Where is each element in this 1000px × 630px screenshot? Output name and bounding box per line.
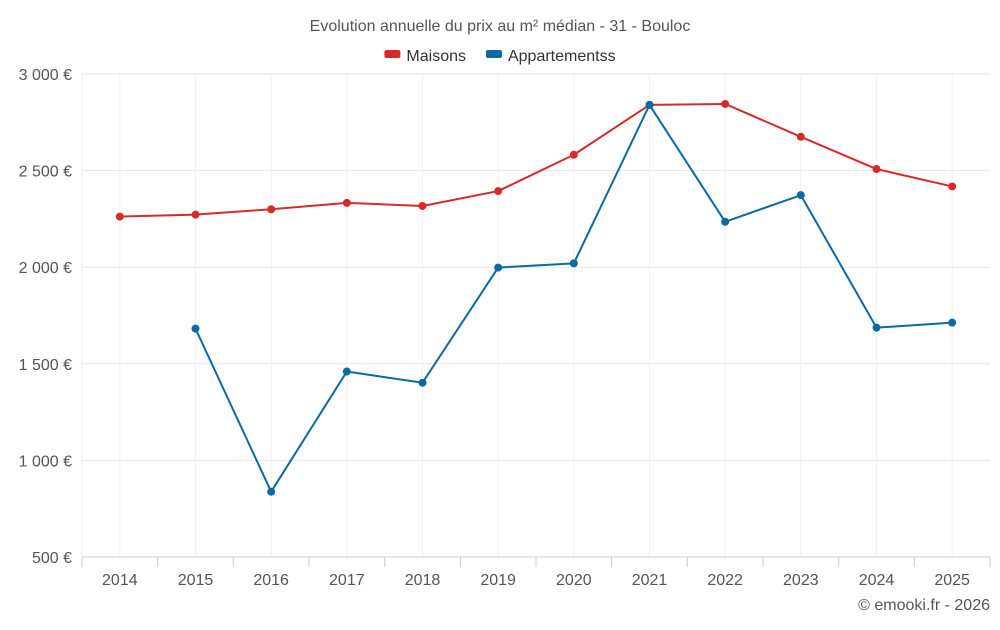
data-point-maisons[interactable] [569,150,578,159]
y-tick-label: 500 € [32,550,72,567]
axis-layer: 500 € 1 000 € 1 500 € 2 000 € 2 500 € 3 000 €… [19,67,991,589]
data-point-appartementss[interactable] [948,318,957,327]
data-point-appartementss[interactable] [418,378,427,387]
x-tick-label: 2016 [253,572,289,589]
data-point-maisons[interactable] [948,182,957,191]
x-tick-label: 2017 [329,572,365,589]
series-layer [115,99,957,496]
legend-swatch [384,50,401,58]
data-point-maisons[interactable] [267,205,276,214]
data-point-maisons[interactable] [796,132,805,141]
data-point-appartementss[interactable] [342,367,351,376]
y-tick-label: 2 000 € [19,260,72,277]
legend-swatch [485,50,502,58]
x-tick-label: 2019 [480,572,516,589]
data-point-maisons[interactable] [721,99,730,108]
legend-label: Appartementss [508,48,616,65]
y-tick-label: 2 500 € [19,164,72,181]
y-tick-label: 1 000 € [19,453,72,470]
data-point-maisons[interactable] [494,187,503,196]
chart-title: Evolution annuelle du prix au m² médian … [310,18,691,35]
x-tick-label: 2015 [178,572,214,589]
data-point-appartementss[interactable] [645,100,654,109]
grid-layer [82,73,990,557]
y-tick-label: 3 000 € [19,67,72,84]
y-tick-label: 1 500 € [19,357,72,374]
credit-text: © emooki.fr - 2026 [858,597,990,614]
data-point-maisons[interactable] [191,210,200,219]
data-point-appartementss[interactable] [191,324,200,333]
legend-item-maisons[interactable]: Maisons [384,48,466,65]
series-line-maisons [118,102,954,218]
legend: Maisons Appartementss [384,48,616,65]
legend-label: Maisons [406,48,466,65]
data-point-maisons[interactable] [342,198,351,207]
x-tick-label: 2020 [556,572,592,589]
x-tick-label: 2024 [859,572,895,589]
data-point-maisons[interactable] [115,212,124,221]
x-tick-label: 2023 [783,572,819,589]
data-point-appartementss[interactable] [721,217,730,226]
data-point-appartementss[interactable] [796,191,805,200]
x-tick-label: 2021 [632,572,668,589]
x-tick-label: 2025 [934,572,970,589]
data-point-appartementss[interactable] [569,259,578,268]
data-point-maisons[interactable] [418,201,427,210]
x-tick-label: 2022 [707,572,743,589]
data-point-appartementss[interactable] [267,487,276,496]
data-point-appartementss[interactable] [494,263,503,272]
data-point-appartementss[interactable] [872,323,881,332]
legend-item-appartementss[interactable]: Appartementss [485,48,616,65]
x-tick-label: 2018 [405,572,441,589]
data-point-maisons[interactable] [872,165,881,174]
x-tick-label: 2014 [102,572,138,589]
